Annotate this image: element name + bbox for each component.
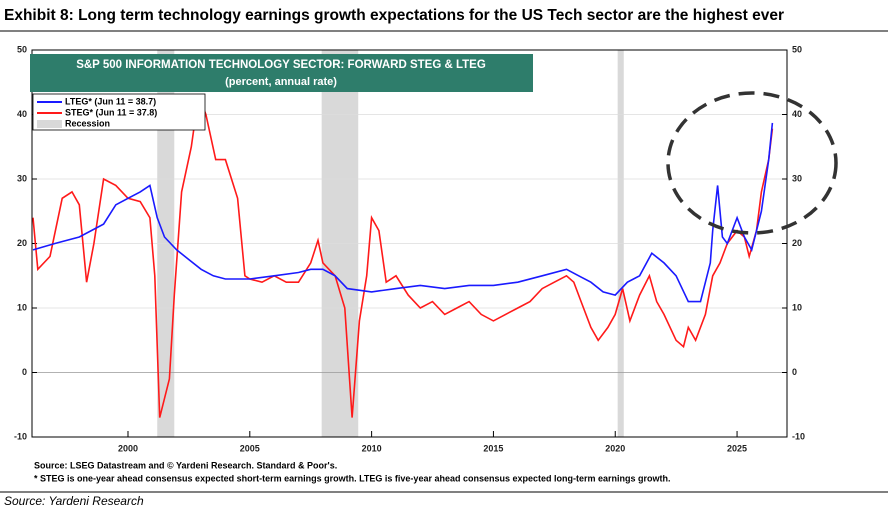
footer-source: Source: Yardeni Research — [4, 494, 144, 508]
legend-label: STEG* (Jun 11 = 37.8) — [65, 107, 157, 117]
y2-tick-label: 10 — [792, 302, 802, 312]
y-tick-label: 40 — [17, 109, 27, 119]
x-tick-label: 2025 — [727, 443, 747, 453]
y-tick-label: 20 — [17, 238, 27, 248]
highlight-ellipse — [666, 91, 838, 235]
x-tick-label: 2000 — [118, 443, 138, 453]
legend-label: LTEG* (Jun 11 = 38.7) — [65, 96, 156, 106]
series-line — [32, 94, 774, 418]
series-line — [32, 122, 774, 303]
chart-subtitle: (percent, annual rate) — [225, 76, 337, 88]
chart-title: S&P 500 INFORMATION TECHNOLOGY SECTOR: F… — [76, 59, 486, 71]
y-tick-label: 30 — [17, 173, 27, 183]
y2-tick-label: 30 — [792, 173, 802, 183]
x-tick-label: 2010 — [362, 443, 382, 453]
note: Source: LSEG Datastream and © Yardeni Re… — [34, 460, 337, 470]
title-box — [30, 54, 533, 92]
x-tick-label: 2020 — [605, 443, 625, 453]
x-tick-label: 2015 — [483, 443, 503, 453]
legend-swatch — [37, 120, 62, 128]
y2-tick-label: 20 — [792, 238, 802, 248]
x-tick-label: 2005 — [240, 443, 260, 453]
note: * STEG is one-year ahead consensus expec… — [34, 473, 671, 483]
y2-tick-label: 0 — [792, 367, 797, 377]
y2-tick-label: -10 — [792, 431, 805, 441]
y-tick-label: 50 — [17, 44, 27, 54]
y2-tick-label: 50 — [792, 44, 802, 54]
y-tick-label: 0 — [22, 367, 27, 377]
legend-label: Recession — [65, 118, 110, 128]
y2-tick-label: 40 — [792, 109, 802, 119]
header-title: Exhibit 8: Long term technology earnings… — [4, 7, 784, 24]
y-tick-label: -10 — [14, 431, 27, 441]
plot-frame — [31, 49, 788, 438]
y-tick-label: 10 — [17, 302, 27, 312]
